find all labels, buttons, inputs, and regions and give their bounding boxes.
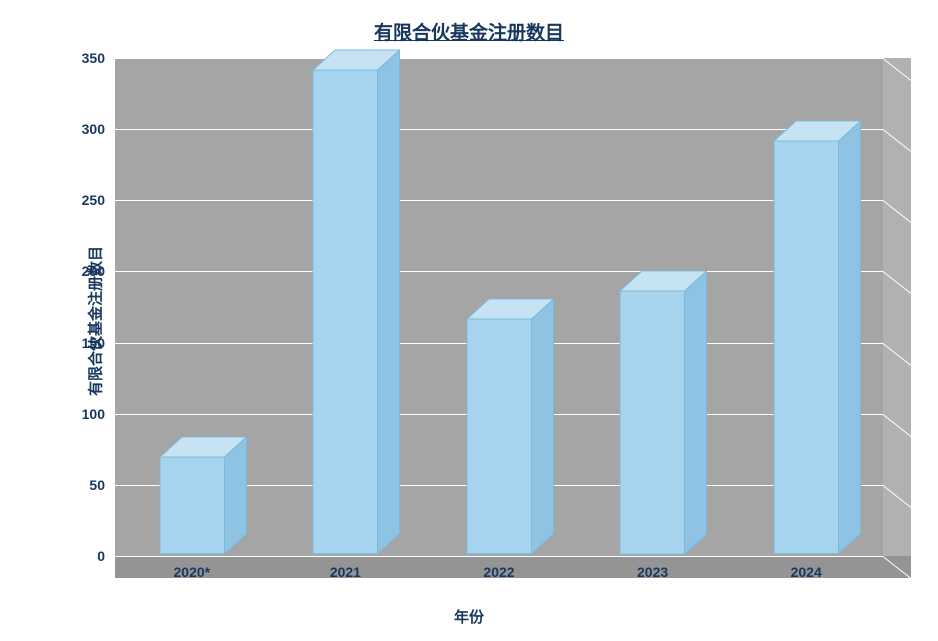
y-tick-label: 200 (82, 263, 115, 279)
x-axis-label: 年份 (0, 606, 938, 627)
x-tick-label: 2022 (483, 556, 514, 580)
plot-area: 050100150200250300350 2020*2021202220232… (115, 58, 911, 578)
y-tick-label: 350 (82, 50, 115, 66)
y-tick-label: 250 (82, 192, 115, 208)
bar (313, 72, 378, 556)
x-tick-label: 2020* (174, 556, 211, 580)
bar-3d-svg (620, 271, 709, 556)
bar-3d-svg (774, 121, 863, 556)
bar-3d-svg (160, 437, 249, 556)
bar (467, 321, 532, 556)
bar (774, 143, 839, 556)
y-tick-label: 50 (89, 477, 115, 493)
y-tick-label: 300 (82, 121, 115, 137)
x-tick-label: 2021 (330, 556, 361, 580)
x-tick-label: 2024 (791, 556, 822, 580)
y-tick-label: 100 (82, 406, 115, 422)
chart-title: 有限合伙基金注册数目 (0, 18, 938, 45)
chart-container: 有限合伙基金注册数目 有限合伙基金注册数目 050100150200250300… (0, 0, 938, 641)
bar (620, 293, 685, 556)
bars-layer: 2020*2021202220232024 (115, 58, 883, 556)
y-tick-label: 150 (82, 335, 115, 351)
bar (160, 459, 225, 556)
x-tick-label: 2023 (637, 556, 668, 580)
y-tick-label: 0 (97, 548, 115, 564)
bar-3d-svg (467, 299, 556, 556)
bar-3d-svg (313, 50, 402, 556)
plot-right-wall (883, 58, 911, 578)
